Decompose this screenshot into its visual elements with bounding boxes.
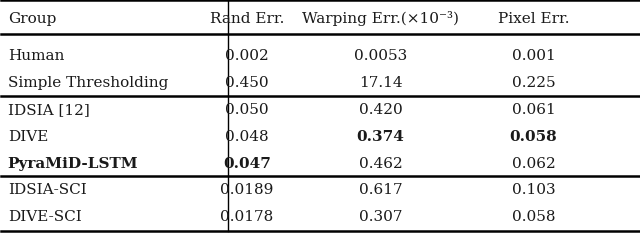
Text: 0.048: 0.048 — [225, 129, 269, 143]
Text: Pixel Err.: Pixel Err. — [498, 12, 569, 26]
Text: Group: Group — [8, 12, 56, 26]
Text: Warping Err.(×10⁻³): Warping Err.(×10⁻³) — [302, 11, 459, 26]
Text: 0.0189: 0.0189 — [220, 183, 273, 197]
Text: PyraMiD-LSTM: PyraMiD-LSTM — [8, 156, 138, 170]
Text: 0.374: 0.374 — [356, 129, 404, 143]
Text: 0.001: 0.001 — [511, 49, 556, 63]
Text: Rand Err.: Rand Err. — [209, 12, 284, 26]
Text: 0.103: 0.103 — [511, 183, 556, 197]
Text: 0.450: 0.450 — [225, 76, 269, 90]
Text: 0.0053: 0.0053 — [354, 49, 407, 63]
Text: DIVE: DIVE — [8, 129, 48, 143]
Text: 0.047: 0.047 — [223, 156, 271, 170]
Text: 0.462: 0.462 — [358, 156, 403, 170]
Text: 0.420: 0.420 — [358, 103, 403, 116]
Text: 0.058: 0.058 — [512, 209, 556, 223]
Text: 0.0178: 0.0178 — [220, 209, 273, 223]
Text: IDSIA-SCI: IDSIA-SCI — [8, 183, 86, 197]
Text: Simple Thresholding: Simple Thresholding — [8, 76, 168, 90]
Text: Human: Human — [8, 49, 64, 63]
Text: 0.002: 0.002 — [225, 49, 269, 63]
Text: 0.058: 0.058 — [509, 129, 557, 143]
Text: 17.14: 17.14 — [359, 76, 403, 90]
Text: 0.307: 0.307 — [359, 209, 403, 223]
Text: 0.617: 0.617 — [359, 183, 403, 197]
Text: 0.062: 0.062 — [511, 156, 556, 170]
Text: IDSIA [12]: IDSIA [12] — [8, 103, 90, 116]
Text: 0.050: 0.050 — [225, 103, 269, 116]
Text: DIVE-SCI: DIVE-SCI — [8, 209, 81, 223]
Text: 0.225: 0.225 — [511, 76, 556, 90]
Text: 0.061: 0.061 — [511, 103, 556, 116]
